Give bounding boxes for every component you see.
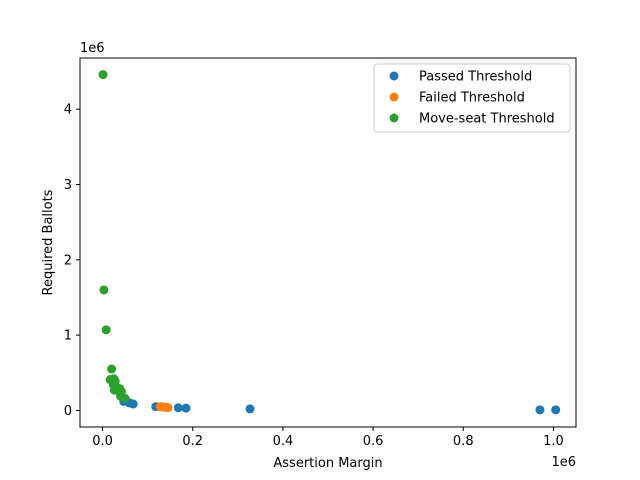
- data-point: [173, 403, 183, 413]
- data-point: [245, 404, 255, 414]
- x-tick-label: 0.4: [273, 434, 294, 449]
- legend-marker: [389, 92, 399, 102]
- data-point: [101, 325, 111, 335]
- y-axis-offset-text: 1e6: [80, 41, 105, 56]
- x-axis-ticks: 0.0 0.2 0.4 0.6 0.8 1.0: [92, 427, 564, 449]
- y-axis-label: Required Ballots: [41, 189, 56, 295]
- data-point: [98, 70, 108, 80]
- data-point: [181, 403, 191, 413]
- legend-entry-label: Passed Threshold: [419, 70, 532, 85]
- y-tick-label: 3: [64, 178, 72, 193]
- data-point: [128, 399, 138, 409]
- y-tick-label: 1: [64, 329, 72, 344]
- legend-entry-label: Move-seat Threshold: [419, 112, 555, 127]
- data-point: [107, 364, 117, 374]
- x-tick-label: 1.0: [543, 434, 564, 449]
- data-point: [551, 405, 561, 415]
- axes-frame: [79, 57, 577, 428]
- legend-marker: [389, 113, 399, 123]
- x-tick-label: 0.6: [363, 434, 384, 449]
- x-axis-label: Assertion Margin: [273, 456, 382, 471]
- legend-marker: [389, 71, 399, 81]
- y-tick-label: 2: [64, 253, 72, 268]
- legend-entry-label: Failed Threshold: [419, 91, 525, 106]
- data-point: [99, 285, 109, 295]
- y-tick-label: 4: [64, 103, 72, 118]
- x-tick-label: 0.8: [453, 434, 474, 449]
- points-layer: [98, 70, 561, 415]
- legend: Passed Threshold Failed Threshold Move-sea…: [373, 63, 571, 133]
- data-point: [535, 405, 545, 415]
- y-axis-ticks: 0 1 2 3 4: [64, 103, 80, 419]
- y-tick-label: 0: [64, 404, 72, 419]
- x-tick-label: 0.2: [182, 434, 203, 449]
- data-point: [163, 403, 173, 413]
- legend-box: [373, 63, 571, 133]
- x-tick-label: 0.0: [92, 434, 113, 449]
- x-axis-offset-text: 1e6: [551, 455, 576, 470]
- data-point: [120, 393, 130, 403]
